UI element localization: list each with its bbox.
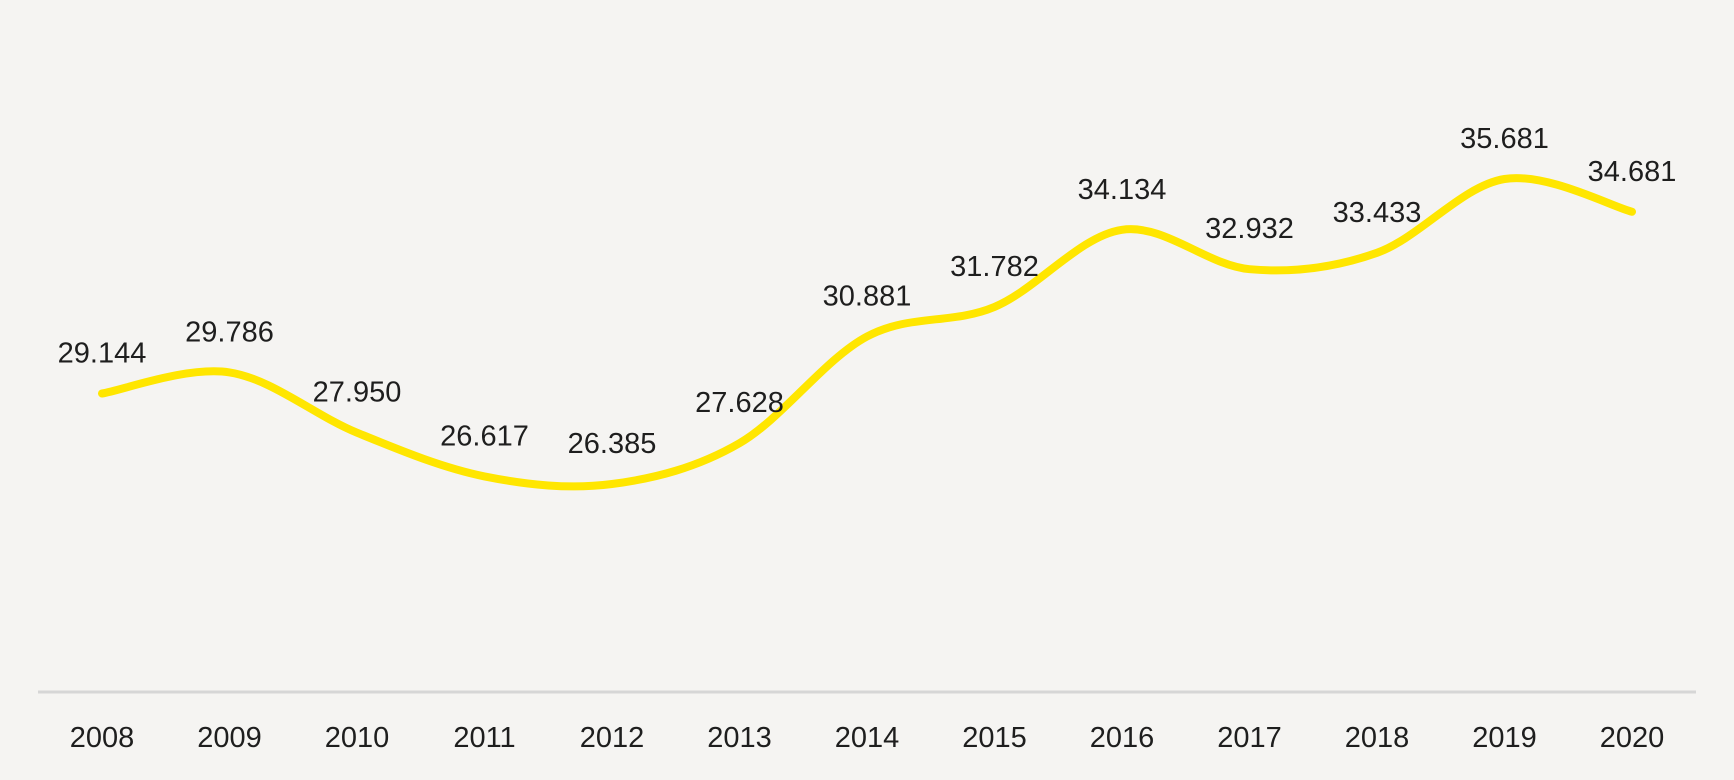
x-tick-label: 2010 <box>325 722 390 754</box>
series-line <box>98 174 1636 491</box>
data-label: 26.617 <box>440 420 529 452</box>
data-label: 34.681 <box>1588 156 1677 188</box>
x-tick-label: 2011 <box>453 722 515 754</box>
data-label: 35.681 <box>1460 123 1549 155</box>
x-tick-label: 2019 <box>1472 722 1537 754</box>
data-label: 29.786 <box>185 316 274 348</box>
x-tick-label: 2009 <box>197 722 262 754</box>
x-tick-label: 2015 <box>962 722 1027 754</box>
x-tick-label: 2008 <box>70 722 135 754</box>
x-axis-ticks: 2008 2009 2010 2011 2012 2013 2014 2015 2016 2017… <box>70 722 1665 754</box>
x-tick-label: 2014 <box>835 722 900 754</box>
x-tick-label: 2016 <box>1090 722 1155 754</box>
x-tick-label: 2017 <box>1217 722 1282 754</box>
data-label: 32.932 <box>1205 213 1294 245</box>
data-label: 27.950 <box>313 377 402 409</box>
data-labels: 29.144 29.786 27.950 26.617 26.385 27.628 30.8… <box>58 123 1677 460</box>
x-tick-label: 2013 <box>707 722 772 754</box>
data-label: 29.144 <box>58 338 147 370</box>
data-label: 26.385 <box>568 428 657 460</box>
data-label: 30.881 <box>823 281 912 313</box>
data-label: 31.782 <box>950 251 1039 283</box>
x-tick-label: 2012 <box>580 722 645 754</box>
data-label: 34.134 <box>1078 174 1167 206</box>
x-tick-label: 2020 <box>1600 722 1665 754</box>
data-label: 33.433 <box>1333 197 1422 229</box>
x-tick-label: 2018 <box>1345 722 1410 754</box>
data-label: 27.628 <box>695 387 784 419</box>
